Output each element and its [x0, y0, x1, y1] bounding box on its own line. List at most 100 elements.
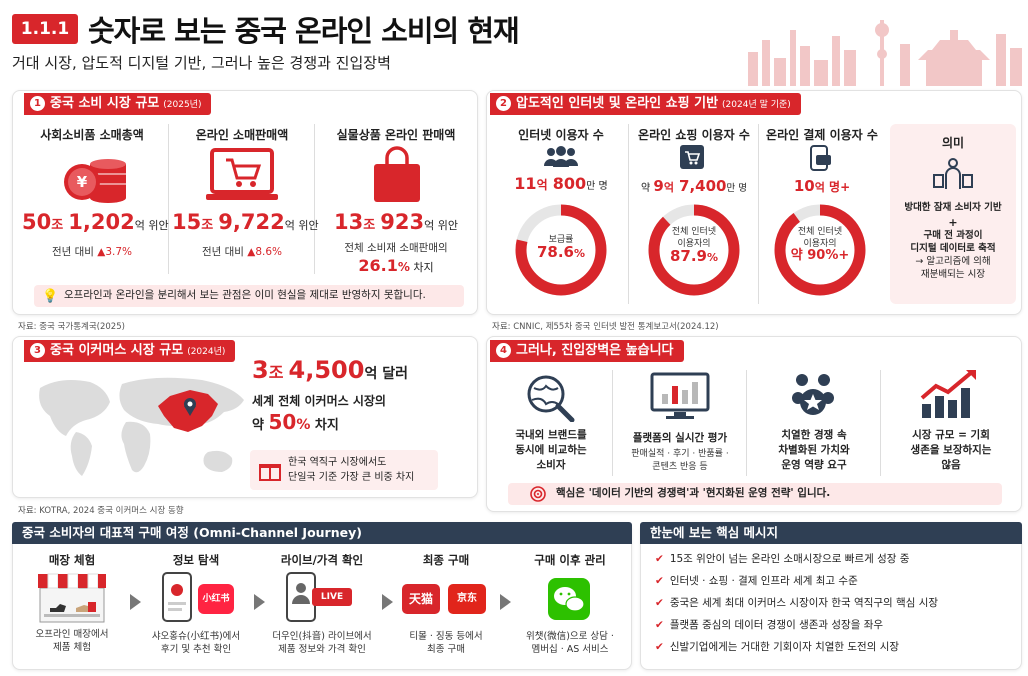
- key-message-item: ✔ 인터넷 · 쇼핑 · 결제 인프라 세계 최고 수준: [655, 575, 858, 587]
- section4-card: [486, 336, 1022, 512]
- section-badge: 1.1.1: [12, 14, 78, 44]
- key-message-item: ✔ 15조 위안이 넘는 온라인 소매시장으로 빠르게 성장 중: [655, 553, 910, 565]
- divider: [168, 124, 169, 274]
- wechat-icon: [548, 578, 590, 620]
- section1-card: [12, 90, 478, 315]
- key-message-item: ✔ 중국은 세계 최대 이커머스 시장이자 한국 역직구의 핵심 시장: [655, 597, 939, 609]
- section2-header: 2 압도적인 인터넷 및 온라인 쇼핑 기반 (2024년 말 기준): [490, 93, 801, 115]
- lightbulb-icon: 💡: [42, 289, 59, 304]
- target-icon: [530, 486, 546, 502]
- purchase-visual: 天猫 京东: [394, 570, 498, 630]
- s1-item1-sub: 전년 대비 ▲3.7%: [51, 246, 133, 258]
- s4-item1-text: 국내외 브랜드를 동시에 비교하는 소비자: [515, 429, 587, 471]
- meaning-line1: 방대한 잠재 소비자 기반: [904, 202, 1002, 213]
- s1-item2-value: 15조 9,722억 위안: [172, 210, 319, 234]
- meaning-line3: 디지털 데이터로 축적: [910, 243, 996, 254]
- section1-source: 자료: 중국 국가통계국(2025): [18, 322, 125, 332]
- journey-step-store: 매장 체험 오프라인 매장에서 제품 체험: [35, 553, 109, 653]
- dashboard-monitor-icon: [650, 372, 710, 419]
- check-icon: ✔: [655, 575, 664, 587]
- s2-item2-label: 온라인 쇼핑 이용자 수: [638, 128, 750, 142]
- section4-note-text: 핵심은 '데이터 기반의 경쟁력'과 '현지화된 운영 전략' 입니다.: [556, 487, 831, 499]
- section4-title: 그러나, 진입장벽은 높습니다: [516, 343, 674, 358]
- online-shopping-ring: [648, 204, 740, 296]
- meaning-line2: 구매 전 과정이: [923, 230, 983, 241]
- key-messages-header: 한눈에 보는 핵심 메시지: [640, 522, 1022, 544]
- check-icon: ✔: [655, 553, 664, 565]
- section1-header: 1 중국 소비 시장 규모 (2025년): [24, 93, 212, 115]
- s2-item1-label: 인터넷 이용자 수: [518, 128, 604, 142]
- laptop-cart-icon: [206, 148, 278, 200]
- section2-title: 압도적인 인터넷 및 온라인 쇼핑 기반: [516, 96, 719, 111]
- meaning-title: 의미: [941, 136, 965, 150]
- s1-item3-sub: 전체 소비재 소매판매의: [344, 242, 448, 254]
- shopper-bags-icon: [933, 158, 973, 189]
- page-subtitle: 거대 시장, 압도적 디지털 기반, 그러나 높은 경쟁과 진입장벽: [12, 54, 391, 72]
- divider: [746, 370, 747, 476]
- journey-step-search: 정보 탐색 小红书 샤오홍슈(小红书)에서 후기 및 추천 확인: [144, 552, 248, 656]
- s1-item3-label: 실물상품 온라인 판매액: [336, 128, 456, 142]
- s4-item3-text: 치열한 경쟁 속 차별화된 가치와 운영 역량 요구: [778, 429, 850, 471]
- s1-item3-value: 13조 923억 위안: [334, 210, 458, 234]
- section3-num: 3: [30, 343, 45, 358]
- section2-source: 자료: CNNIC, 제55차 중국 인터넷 발전 통계보고서(2024.12): [492, 322, 719, 332]
- divider: [612, 370, 613, 476]
- journey-header: 중국 소비자의 대표적 구매 여정 (Omni-Channel Journey): [12, 522, 632, 544]
- meaning-box: 의미 방대한 잠재 소비자 기반 + 구매 전 과정이 디지털 데이터로 축적 …: [890, 124, 1016, 304]
- s3-note-text: 한국 역직구 시장에서도 단일국 기준 가장 큰 비중 차지: [288, 457, 415, 483]
- section4-num: 4: [496, 343, 511, 358]
- s4-item4-text: 시장 규모 = 기회 생존을 보장하지는 않음: [910, 429, 992, 471]
- section4-header: 4 그러나, 진입장벽은 높습니다: [490, 340, 684, 362]
- section2-num: 2: [496, 96, 511, 111]
- xiaohongshu-visual: 小红书: [144, 570, 248, 630]
- s2-item3-value: 10억 명+: [793, 177, 851, 195]
- section1-note-text: 오프라인과 온라인을 분리해서 보는 관점은 이미 현실을 제대로 반영하지 못…: [64, 289, 426, 301]
- meaning-line4: → 알고리즘에 의해: [915, 256, 991, 267]
- page-title: 숫자로 보는 중국 온라인 소비의 현재: [88, 14, 520, 48]
- meaning-plus: +: [948, 216, 958, 229]
- s2-ring3-text: 전체 인터넷 이용자의 약 90%+: [790, 227, 850, 263]
- s1-item2-sub: 전년 대비 ▲8.6%: [201, 246, 283, 258]
- jd-logo: 京东: [448, 584, 486, 614]
- meaning-line5: 재분배되는 시장: [920, 269, 986, 280]
- s2-ring1-text: 보급률 78.6%: [536, 235, 586, 261]
- location-pin-icon: [184, 398, 196, 416]
- s4-item2-desc: 판매실적 · 후기 · 반품률 · 콘텐츠 반응 등: [631, 449, 729, 472]
- s3-big-value: 3조 4,500억 달러: [252, 356, 408, 384]
- svg-text:¥: ¥: [77, 173, 88, 191]
- s4-item2-title: 플랫폼의 실시간 평가: [632, 432, 728, 444]
- section1-title: 중국 소비 시장 규모: [50, 96, 160, 111]
- shopping-cart-icon: [680, 145, 704, 169]
- shanghai-skyline-icon: [748, 20, 1022, 86]
- section1-year: (2025년): [163, 100, 202, 110]
- tmall-logo: 天猫: [402, 584, 440, 614]
- key-message-item: ✔ 신발기업에게는 거대한 기회이자 치열한 도전의 시장: [655, 641, 900, 653]
- divider: [880, 370, 881, 476]
- s2-item1-value: 11억 800만 명: [514, 174, 608, 193]
- s1-item1-label: 사회소비품 소매총액: [40, 128, 144, 142]
- s1-item1-value: 50조 1,202억 위안: [22, 210, 169, 234]
- internet-penetration-ring: [515, 204, 607, 296]
- section2-year: (2024년 말 기준): [722, 100, 791, 110]
- divider: [314, 124, 315, 274]
- arrow-icon: [382, 594, 393, 610]
- s2-item3-label: 온라인 결제 이용자 수: [766, 128, 878, 142]
- divider: [628, 124, 629, 304]
- arrow-icon: [500, 594, 511, 610]
- world-map-china-highlight: [39, 377, 244, 476]
- competition-team-icon: [792, 374, 834, 415]
- section1-note: 💡 오프라인과 온라인을 분리해서 보는 관점은 이미 현실을 제대로 반영하지…: [34, 285, 464, 307]
- gift-box-icon: [259, 464, 281, 481]
- s3-line1: 세계 전체 이커머스 시장의: [252, 394, 386, 408]
- storefront-icon: [38, 573, 106, 623]
- wechat-visual: [514, 570, 626, 630]
- journey-step-purchase: 최종 구매 天猫 京东 티몰 · 징동 등에서 최종 구매: [394, 552, 498, 656]
- journey-step-live: 라이브/가격 확인 LIVE 더우인(抖音) 라이브에서 제품 정보와 가격 확인: [266, 552, 378, 656]
- coins-icon: ¥: [64, 159, 126, 203]
- s1-item3-share: 26.1% 차지: [358, 256, 434, 275]
- growth-chart-icon: [920, 370, 976, 418]
- journey-step-aftercare: 구매 이후 관리 위챗(微信)으로 상담 · 멤버십 · AS 서비스: [514, 552, 626, 656]
- key-message-item: ✔ 플랫폼 중심의 데이터 경쟁이 생존과 성장을 좌우: [655, 619, 884, 631]
- arrow-icon: [130, 594, 141, 610]
